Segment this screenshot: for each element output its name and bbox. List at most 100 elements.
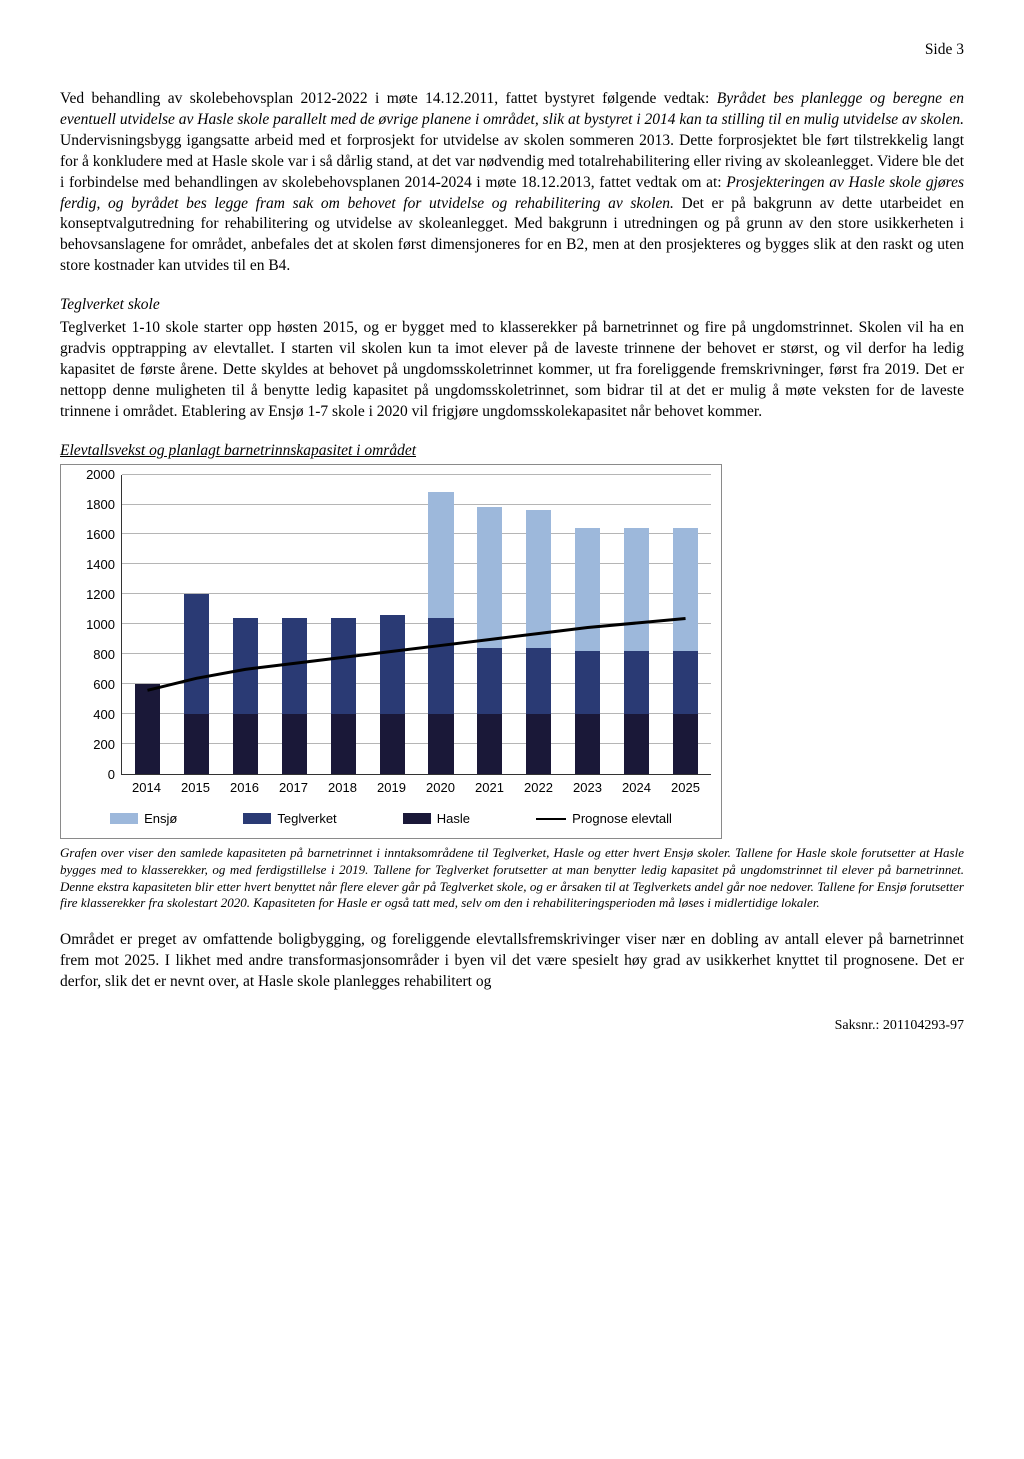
y-tick-label: 2000 — [86, 466, 115, 484]
legend: Ensjø Teglverket Hasle Prognose elevtall — [71, 796, 711, 832]
legend-label-teglverket: Teglverket — [277, 810, 336, 828]
y-tick-label: 1600 — [86, 526, 115, 544]
saksnr: Saksnr.: 201104293-97 — [60, 1017, 964, 1036]
seg-teglverket — [428, 618, 453, 714]
x-tick-label: 2020 — [423, 779, 458, 797]
x-axis-labels: 2014201520162017201820192020202120222023… — [71, 775, 711, 797]
seg-hasle — [282, 714, 307, 774]
seg-ensjo — [477, 507, 502, 648]
swatch-prognose — [536, 818, 566, 820]
y-tick-label: 600 — [93, 676, 115, 694]
x-tick-label: 2016 — [227, 779, 262, 797]
chart-title: Elevtallsvekst og planlagt barnetrinnska… — [60, 441, 964, 462]
stacked-bar — [282, 618, 307, 774]
seg-teglverket — [673, 651, 698, 714]
x-tick-label: 2015 — [178, 779, 213, 797]
x-tick-label: 2021 — [472, 779, 507, 797]
y-tick-label: 1400 — [86, 556, 115, 574]
chart-caption: Grafen over viser den samlede kapasitete… — [60, 845, 964, 913]
x-tick-label: 2018 — [325, 779, 360, 797]
bar-slot — [668, 475, 703, 774]
bar-slot — [179, 475, 214, 774]
swatch-hasle — [403, 813, 431, 824]
legend-label-prognose: Prognose elevtall — [572, 810, 672, 828]
seg-hasle — [575, 714, 600, 774]
swatch-teglverket — [243, 813, 271, 824]
bar-slot — [424, 475, 459, 774]
seg-ensjo — [624, 528, 649, 651]
paragraph-1: Ved behandling av skolebehovsplan 2012-2… — [60, 89, 964, 277]
bar-slot — [619, 475, 654, 774]
seg-hasle — [624, 714, 649, 774]
legend-label-hasle: Hasle — [437, 810, 470, 828]
x-tick-label: 2023 — [570, 779, 605, 797]
seg-hasle — [428, 714, 453, 774]
y-tick-label: 1000 — [86, 616, 115, 634]
legend-prognose: Prognose elevtall — [536, 810, 672, 828]
plot — [121, 475, 711, 775]
x-tick-label: 2025 — [668, 779, 703, 797]
stacked-bar — [380, 615, 405, 774]
seg-teglverket — [282, 618, 307, 714]
stacked-bar — [233, 618, 258, 774]
bar-slot — [570, 475, 605, 774]
stacked-bar — [526, 510, 551, 774]
seg-teglverket — [184, 594, 209, 714]
seg-teglverket — [331, 618, 356, 714]
seg-hasle — [184, 714, 209, 774]
seg-teglverket — [380, 615, 405, 714]
stacked-bar — [575, 528, 600, 774]
stacked-bar — [624, 528, 649, 774]
legend-hasle: Hasle — [403, 810, 470, 828]
stacked-bar — [428, 492, 453, 774]
x-tick-label: 2022 — [521, 779, 556, 797]
seg-ensjo — [575, 528, 600, 651]
section-heading-teglverket: Teglverket skole — [60, 295, 964, 316]
paragraph-2: Teglverket 1-10 skole starter opp høsten… — [60, 318, 964, 423]
seg-hasle — [331, 714, 356, 774]
bar-slot — [521, 475, 556, 774]
seg-hasle — [233, 714, 258, 774]
seg-hasle — [526, 714, 551, 774]
p1-part-a: Ved behandling av skolebehovsplan 2012-2… — [60, 90, 717, 107]
seg-teglverket — [624, 651, 649, 714]
bar-slot — [326, 475, 361, 774]
seg-hasle — [673, 714, 698, 774]
seg-ensjo — [526, 510, 551, 648]
stacked-bar — [184, 594, 209, 774]
chart-container: 0 200 400 600 800 1000 1200 1400 1600 1800 2000 20… — [60, 464, 722, 839]
stacked-bar — [331, 618, 356, 774]
seg-teglverket — [477, 648, 502, 714]
y-tick-label: 1800 — [86, 496, 115, 514]
bar-slot — [472, 475, 507, 774]
seg-teglverket — [575, 651, 600, 714]
bar-slot — [228, 475, 263, 774]
chart-plot-area: 0200400600800100012001400160018002000 — [71, 475, 711, 775]
seg-hasle — [135, 684, 160, 774]
seg-hasle — [380, 714, 405, 774]
x-tick-label: 2024 — [619, 779, 654, 797]
swatch-ensjo — [110, 813, 138, 824]
x-tick-label: 2019 — [374, 779, 409, 797]
y-tick-label: 1200 — [86, 586, 115, 604]
bars-row — [122, 475, 711, 774]
page-number: Side 3 — [60, 40, 964, 61]
seg-teglverket — [233, 618, 258, 714]
x-tick-label: 2014 — [129, 779, 164, 797]
seg-hasle — [477, 714, 502, 774]
y-axis: 0200400600800100012001400160018002000 — [71, 475, 121, 775]
stacked-bar — [135, 684, 160, 774]
bar-slot — [375, 475, 410, 774]
legend-teglverket: Teglverket — [243, 810, 336, 828]
legend-ensjo: Ensjø — [110, 810, 177, 828]
y-tick-label: 800 — [93, 646, 115, 664]
y-tick-label: 400 — [93, 706, 115, 724]
paragraph-3: Området er preget av omfattende boligbyg… — [60, 930, 964, 993]
stacked-bar — [673, 528, 698, 774]
y-tick-label: 200 — [93, 736, 115, 754]
legend-label-ensjo: Ensjø — [144, 810, 177, 828]
y-tick-label: 0 — [108, 766, 115, 784]
seg-ensjo — [428, 492, 453, 618]
seg-ensjo — [673, 528, 698, 651]
stacked-bar — [477, 507, 502, 774]
